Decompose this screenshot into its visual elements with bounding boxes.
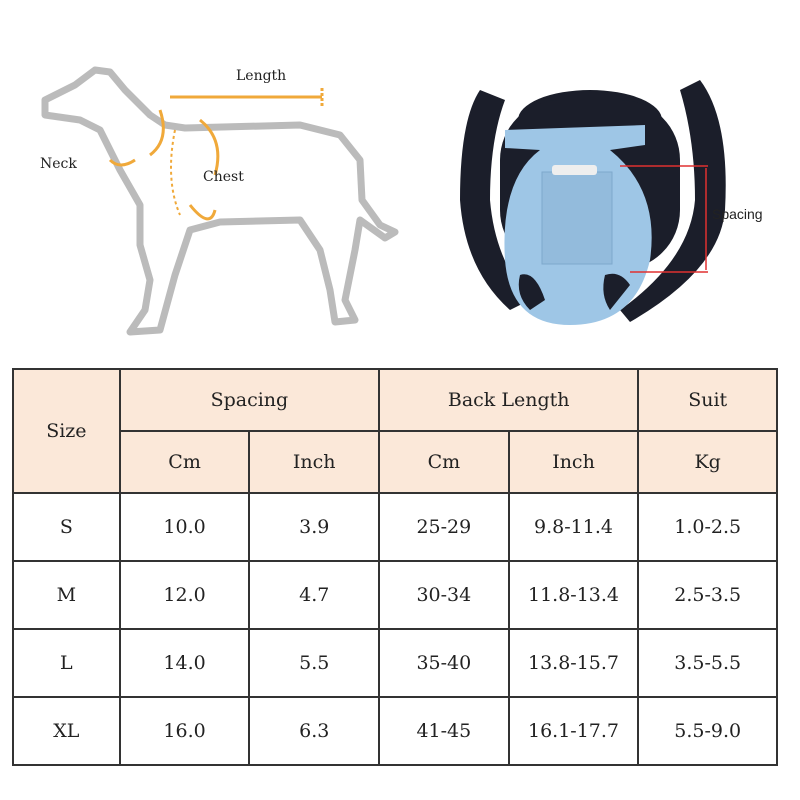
- back-inch-cell: 11.8-13.4: [507, 560, 640, 630]
- length-label: Length: [236, 68, 287, 84]
- back-cm-cell: 41-45: [378, 696, 510, 766]
- table-row: S 10.0 3.9 25-29 9.8-11.4 1.0-2.5: [12, 492, 778, 562]
- header-back-length: Back Length: [378, 368, 640, 432]
- size-cell: M: [12, 560, 121, 630]
- size-cell: XL: [12, 696, 121, 766]
- dog-outline-illustration: [41, 66, 399, 336]
- spacing-cm-cell: 12.0: [118, 560, 251, 630]
- back-cm-cell: 35-40: [378, 628, 510, 698]
- back-inch-cell: 9.8-11.4: [507, 492, 640, 562]
- header-size: Size: [12, 368, 121, 494]
- size-cell: S: [12, 492, 121, 562]
- subheader-inch: Inch: [507, 430, 640, 494]
- kg-cell: 3.5-5.5: [637, 628, 778, 698]
- back-cm-cell: 30-34: [378, 560, 510, 630]
- spacing-cm-cell: 14.0: [118, 628, 251, 698]
- subheader-inch: Inch: [248, 430, 381, 494]
- spacing-cm-cell: 10.0: [118, 492, 251, 562]
- spacing-label: Spacing: [712, 206, 763, 222]
- spacing-inch-cell: 4.7: [248, 560, 381, 630]
- spacing-inch-cell: 6.3: [248, 696, 381, 766]
- spacing-cm-cell: 16.0: [118, 696, 251, 766]
- subheader-kg: Kg: [637, 430, 778, 494]
- table-row: L 14.0 5.5 35-40 13.8-15.7 3.5-5.5: [12, 628, 778, 698]
- chest-label: Chest: [203, 169, 244, 185]
- subheader-cm: Cm: [378, 430, 510, 494]
- pet-carrier-illustration: [460, 80, 726, 325]
- back-inch-cell: 16.1-17.7: [507, 696, 640, 766]
- subheader-cm: Cm: [118, 430, 251, 494]
- size-cell: L: [12, 628, 121, 698]
- back-inch-cell: 13.8-15.7: [507, 628, 640, 698]
- neck-label: Neck: [40, 156, 77, 172]
- kg-cell: 2.5-3.5: [637, 560, 778, 630]
- back-cm-cell: 25-29: [378, 492, 510, 562]
- kg-cell: 5.5-9.0: [637, 696, 778, 766]
- spacing-inch-cell: 5.5: [248, 628, 381, 698]
- size-table: Size Spacing Back Length Suit Cm Inch Cm…: [12, 368, 778, 766]
- header-suit: Suit: [637, 368, 778, 432]
- spacing-inch-cell: 3.9: [248, 492, 381, 562]
- table-row: M 12.0 4.7 30-34 11.8-13.4 2.5-3.5: [12, 560, 778, 630]
- kg-cell: 1.0-2.5: [637, 492, 778, 562]
- table-row: XL 16.0 6.3 41-45 16.1-17.7 5.5-9.0: [12, 696, 778, 766]
- header-spacing: Spacing: [118, 368, 381, 432]
